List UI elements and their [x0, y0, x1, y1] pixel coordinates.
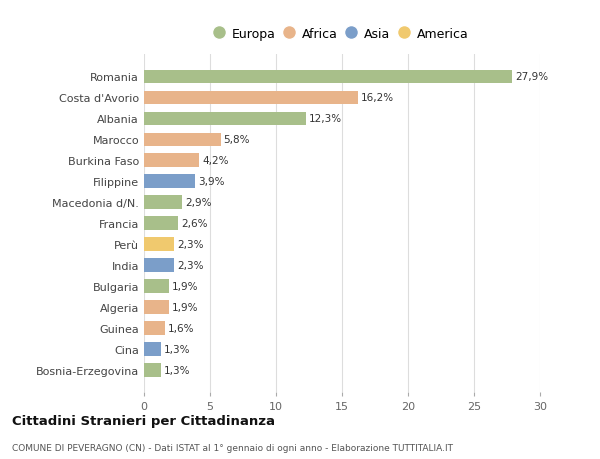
Text: 1,6%: 1,6%	[168, 324, 194, 333]
Bar	[144, 91, 358, 105]
Text: 12,3%: 12,3%	[309, 114, 342, 124]
Text: 2,6%: 2,6%	[181, 219, 208, 229]
Bar	[144, 301, 169, 314]
Bar	[144, 112, 307, 126]
Bar	[144, 175, 196, 189]
Text: 1,9%: 1,9%	[172, 302, 198, 313]
Text: 27,9%: 27,9%	[515, 72, 548, 82]
Bar	[144, 133, 221, 147]
Text: COMUNE DI PEVERAGNO (CN) - Dati ISTAT al 1° gennaio di ogni anno - Elaborazione : COMUNE DI PEVERAGNO (CN) - Dati ISTAT al…	[12, 443, 453, 452]
Bar	[144, 342, 161, 356]
Bar	[144, 259, 175, 273]
Text: 1,3%: 1,3%	[164, 344, 190, 354]
Bar	[144, 154, 199, 168]
Text: 1,3%: 1,3%	[164, 365, 190, 375]
Text: 1,9%: 1,9%	[172, 281, 198, 291]
Text: 16,2%: 16,2%	[361, 93, 394, 103]
Bar	[144, 238, 175, 252]
Text: Cittadini Stranieri per Cittadinanza: Cittadini Stranieri per Cittadinanza	[12, 414, 275, 428]
Text: 2,3%: 2,3%	[177, 261, 203, 271]
Bar	[144, 196, 182, 210]
Text: 4,2%: 4,2%	[202, 156, 229, 166]
Bar	[144, 280, 169, 293]
Bar	[144, 217, 178, 230]
Text: 5,8%: 5,8%	[223, 135, 250, 145]
Bar	[144, 364, 161, 377]
Text: 2,9%: 2,9%	[185, 198, 211, 208]
Bar	[144, 70, 512, 84]
Text: 3,9%: 3,9%	[198, 177, 224, 187]
Text: 2,3%: 2,3%	[177, 240, 203, 250]
Bar	[144, 322, 165, 335]
Legend: Europa, Africa, Asia, America: Europa, Africa, Asia, America	[212, 24, 472, 45]
